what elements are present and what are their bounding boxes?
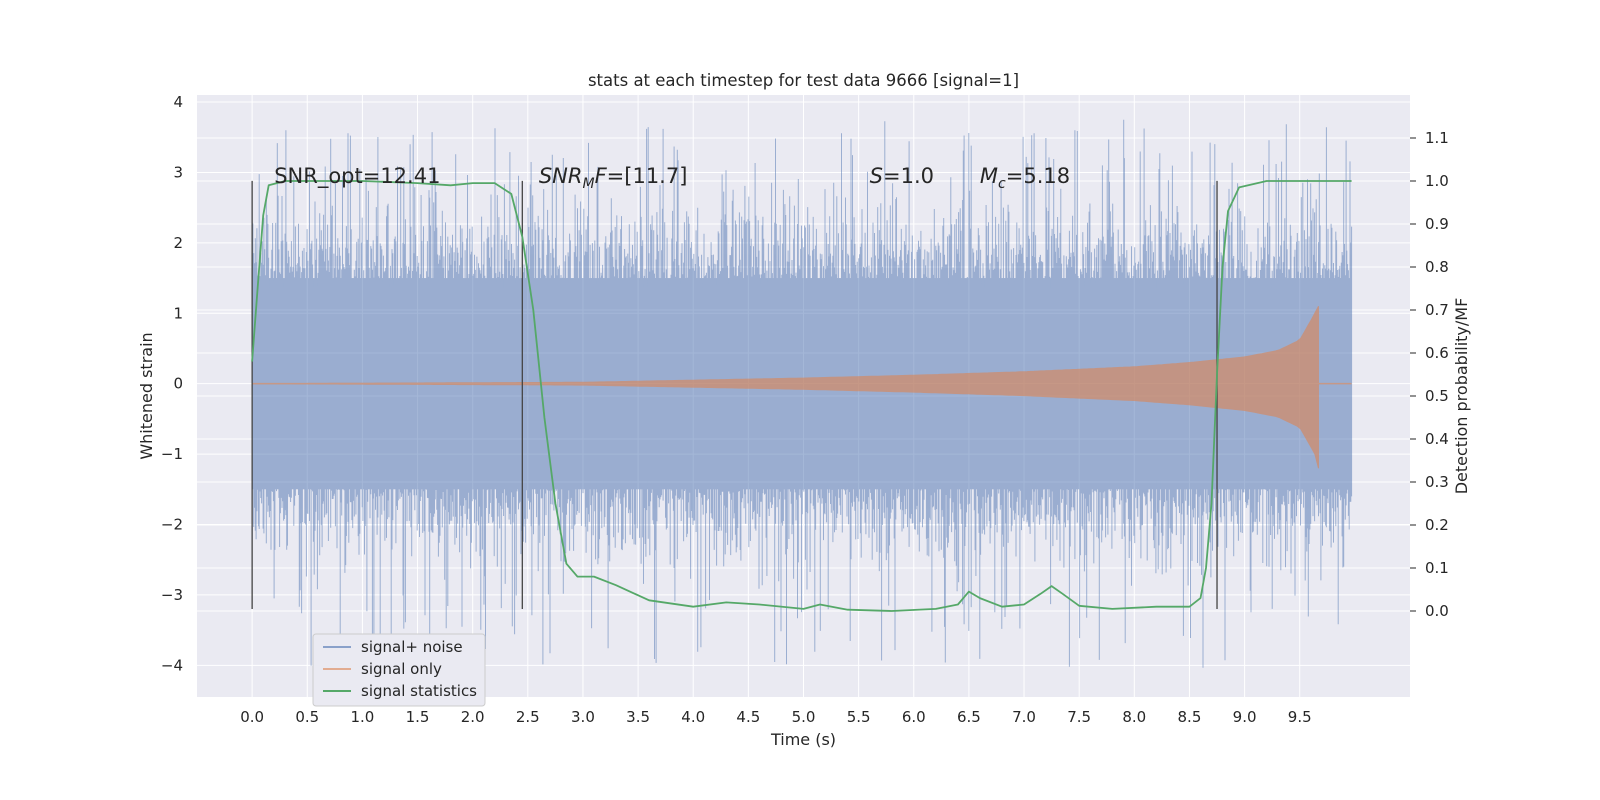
- x-tick-label: 5.0: [792, 708, 816, 726]
- x-tick-label: 4.5: [736, 708, 760, 726]
- x-tick-label: 1.5: [406, 708, 430, 726]
- y2-tick-label: 0.5: [1425, 387, 1449, 405]
- y-tick-label: 2: [173, 234, 183, 252]
- y2-tick-label: 1.1: [1425, 129, 1449, 147]
- y2-tick-label: 0.0: [1425, 602, 1449, 620]
- y2-tick-label: 0.3: [1425, 473, 1449, 491]
- x-tick-label: 7.0: [1012, 708, 1036, 726]
- signal-envelope: [252, 305, 1319, 469]
- chart-title: stats at each timestep for test data 966…: [588, 71, 1019, 90]
- annotation-1: SNR_opt=12.41: [274, 164, 440, 189]
- x-tick-label: 0.5: [295, 708, 319, 726]
- annotations: SNR_opt=12.41 SNRMF=[11.7] S=1.0 Mc=5.18: [274, 164, 1070, 192]
- legend-label: signal statistics: [361, 682, 477, 700]
- y-tick-label: 0: [173, 375, 183, 393]
- y-axis-label: Whitened strain: [137, 332, 156, 459]
- y-tick-label: −4: [161, 656, 183, 674]
- x-tick-label: 9.5: [1288, 708, 1312, 726]
- annotation-4: Mc=5.18: [980, 164, 1070, 192]
- legend-box: [312, 633, 486, 707]
- y2-tick-label: 0.1: [1425, 559, 1449, 577]
- y-tick-label: 4: [173, 93, 183, 111]
- y2-axis-label: Detection probability/MF: [1452, 298, 1471, 495]
- x-tick-label: 5.5: [847, 708, 871, 726]
- y-tick-label: 3: [173, 163, 183, 181]
- y2-tick-label: 1.0: [1425, 172, 1449, 190]
- legend-items: signal+ noise signal only signal statistic…: [323, 638, 477, 700]
- x-tick-label: 4.0: [681, 708, 705, 726]
- legend: signal+ noise signal only signal statistic…: [312, 633, 486, 707]
- y2-tick-label: 0.2: [1425, 516, 1449, 534]
- statistics-line: [251, 180, 1352, 612]
- legend-label: signal+ noise: [361, 638, 463, 656]
- x-tick-label: 9.0: [1233, 708, 1257, 726]
- y2-tick-label: 0.7: [1425, 301, 1449, 319]
- y2-tick-label: 0.4: [1425, 430, 1449, 448]
- x-tick-label: 0.0: [240, 708, 264, 726]
- x-axis-label: Time (s): [770, 730, 836, 749]
- annotation-3: S=1.0: [870, 164, 934, 188]
- y2-axis-ticks: 1.1 1.0 0.9 0.8 0.7 0.6 0.5 0.4 0.3 0.2 0.1 0.0: [1410, 129, 1449, 620]
- x-tick-label: 2.5: [516, 708, 540, 726]
- y-tick-label: −2: [161, 515, 183, 533]
- y-tick-label: 1: [173, 304, 183, 322]
- y2-tick-label: 0.8: [1425, 258, 1449, 276]
- annotation-2: SNRMF=[11.7]: [539, 164, 688, 192]
- x-tick-label: 2.0: [461, 708, 485, 726]
- x-tick-label: 6.5: [957, 708, 981, 726]
- x-tick-label: 3.5: [626, 708, 650, 726]
- x-tick-label: 6.0: [902, 708, 926, 726]
- y-tick-label: −3: [161, 586, 183, 604]
- series-signal-only: [252, 305, 1352, 469]
- y2-tick-label: 0.6: [1425, 344, 1449, 362]
- x-tick-label: 3.0: [571, 708, 595, 726]
- y2-tick-label: 0.9: [1425, 215, 1449, 233]
- x-tick-label: 1.0: [350, 708, 374, 726]
- series-signal-statistics: [251, 180, 1352, 612]
- y-axis-ticks: 4 3 2 1 0 −1 −2 −3 −4: [161, 93, 183, 674]
- x-tick-label: 8.0: [1122, 708, 1146, 726]
- x-tick-label: 8.5: [1178, 708, 1202, 726]
- legend-label: signal only: [361, 660, 442, 678]
- x-tick-label: 7.5: [1067, 708, 1091, 726]
- y-tick-label: −1: [161, 445, 183, 463]
- x-axis-ticks: 0.0 0.5 1.0 1.5 2.0 2.5 3.0 3.5 4.0 4.5 5.0 5.5 6.0 6…: [240, 708, 1311, 726]
